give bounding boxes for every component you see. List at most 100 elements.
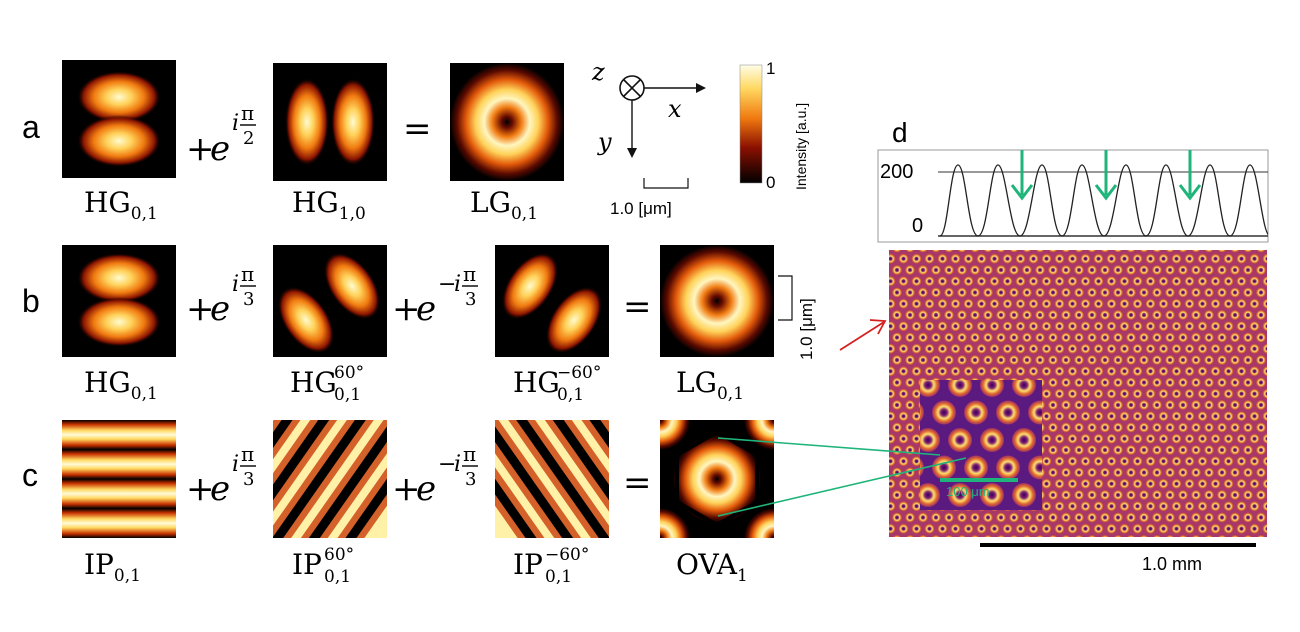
term-label-c1: IP 60° 0,1	[292, 545, 354, 587]
equals-b: =	[623, 287, 652, 327]
row-label-a: a	[22, 109, 40, 145]
svg-text:IP0,1: IP0,1	[84, 548, 141, 586]
scale-bar-a: 1.0 [μm]	[610, 178, 689, 218]
term-label-b1: HG 60° 0,1	[290, 363, 364, 405]
svg-text:+: +	[186, 129, 215, 169]
svg-text:−: −	[438, 272, 456, 297]
svg-text:1.0 [μm]: 1.0 [μm]	[610, 199, 672, 218]
svg-text:HG0,1: HG0,1	[84, 366, 158, 404]
term-label-b3: LG0,1	[676, 366, 744, 404]
equals-a: =	[403, 109, 432, 149]
term-label-b0: HG0,1	[84, 366, 158, 404]
svg-text:+: +	[392, 289, 421, 329]
svg-text:LG0,1: LG0,1	[470, 186, 538, 224]
operator-c0: + e i π 3	[186, 442, 256, 509]
image-ova1-c	[660, 420, 774, 538]
scale-bar-d: 1.0 mm	[980, 543, 1256, 574]
svg-text:π: π	[241, 442, 254, 466]
connector-line-top	[717, 437, 941, 456]
svg-text:π: π	[241, 101, 254, 125]
svg-text:+: +	[392, 469, 421, 509]
image-hg10-a	[273, 63, 387, 181]
connector-line-bottom	[717, 457, 967, 517]
svg-text:200: 200	[880, 161, 913, 183]
image-hg01-60-b	[273, 245, 387, 357]
equals-c: =	[623, 463, 652, 503]
svg-text:HG1,0: HG1,0	[292, 186, 366, 224]
image-hg01-b	[62, 245, 176, 357]
svg-text:LG0,1: LG0,1	[676, 366, 744, 404]
svg-text:−60°: −60°	[545, 545, 589, 565]
operator-c1: + e − i π 3	[392, 442, 478, 509]
svg-text:100 μm: 100 μm	[946, 484, 990, 499]
image-lg01-b	[660, 245, 774, 357]
term-label-a2: LG0,1	[470, 186, 538, 224]
image-ip01-m60-c	[495, 420, 609, 538]
term-label-c2: IP −60° 0,1	[513, 545, 589, 587]
image-hg01-a	[62, 60, 176, 178]
term-label-c3: OVA1	[676, 548, 748, 586]
svg-text:OVA1: OVA1	[676, 548, 748, 586]
svg-text:0,1: 0,1	[334, 385, 361, 405]
panel-label-d: d	[892, 117, 908, 148]
svg-text:0,1: 0,1	[545, 567, 572, 587]
svg-text:3: 3	[465, 289, 476, 310]
lattice-inset: 100 μm	[920, 380, 1042, 510]
svg-text:−: −	[438, 452, 456, 477]
svg-text:i: i	[454, 452, 461, 477]
image-ip01-60-c	[273, 420, 387, 538]
colorbar: 1 0 Intensity [a.u.]	[739, 59, 809, 192]
svg-text:0: 0	[912, 215, 923, 237]
svg-text:y: y	[597, 128, 612, 156]
svg-text:0,1: 0,1	[324, 567, 351, 587]
svg-text:IP: IP	[292, 548, 322, 581]
svg-text:1.0 mm: 1.0 mm	[1142, 554, 1202, 574]
svg-text:z: z	[591, 58, 605, 86]
svg-text:i: i	[232, 272, 239, 297]
green-arrow-3	[1178, 150, 1202, 201]
red-arrow	[839, 319, 887, 351]
svg-text:1: 1	[766, 59, 775, 78]
svg-text:e: e	[416, 469, 436, 509]
svg-text:3: 3	[243, 289, 254, 310]
term-label-a1: HG1,0	[292, 186, 366, 224]
green-arrow-1	[1010, 150, 1034, 201]
svg-text:60°: 60°	[334, 363, 364, 383]
svg-text:HG: HG	[290, 366, 337, 399]
svg-text:2: 2	[243, 128, 254, 149]
scale-bar-b: 1.0 [μm]	[778, 275, 816, 360]
svg-text:HG: HG	[513, 366, 560, 399]
svg-text:−60°: −60°	[557, 363, 601, 383]
term-label-c0: IP0,1	[84, 548, 141, 586]
svg-text:60°: 60°	[324, 545, 354, 565]
svg-text:i: i	[232, 452, 239, 477]
svg-text:x: x	[668, 95, 682, 123]
image-ip01-c	[62, 420, 176, 538]
term-label-b2: HG −60° 0,1	[513, 363, 601, 405]
image-hg01-m60-b	[495, 245, 609, 357]
svg-text:IP: IP	[513, 548, 543, 581]
row-label-b: b	[22, 283, 40, 319]
operator-b0: + e i π 3	[186, 262, 256, 329]
svg-text:3: 3	[243, 469, 254, 490]
svg-text:Intensity [a.u.]: Intensity [a.u.]	[793, 103, 809, 190]
svg-text:HG0,1: HG0,1	[84, 186, 158, 224]
profile-curve	[939, 164, 1268, 237]
axes-diagram: z x y	[591, 58, 706, 158]
svg-text:i: i	[454, 272, 461, 297]
svg-text:+: +	[186, 289, 215, 329]
intensity-profile: 200 0	[877, 149, 1269, 243]
svg-text:e: e	[416, 289, 436, 329]
svg-text:e: e	[210, 289, 230, 329]
svg-text:0: 0	[766, 173, 775, 192]
svg-text:π: π	[241, 262, 254, 286]
svg-text:1.0 [μm]: 1.0 [μm]	[797, 298, 816, 360]
green-arrow-2	[1094, 150, 1118, 201]
svg-text:3: 3	[465, 469, 476, 490]
row-label-c: c	[22, 457, 38, 493]
svg-text:π: π	[463, 262, 476, 286]
svg-text:π: π	[463, 442, 476, 466]
svg-text:e: e	[210, 469, 230, 509]
operator-b1: + e − i π 3	[392, 262, 478, 329]
